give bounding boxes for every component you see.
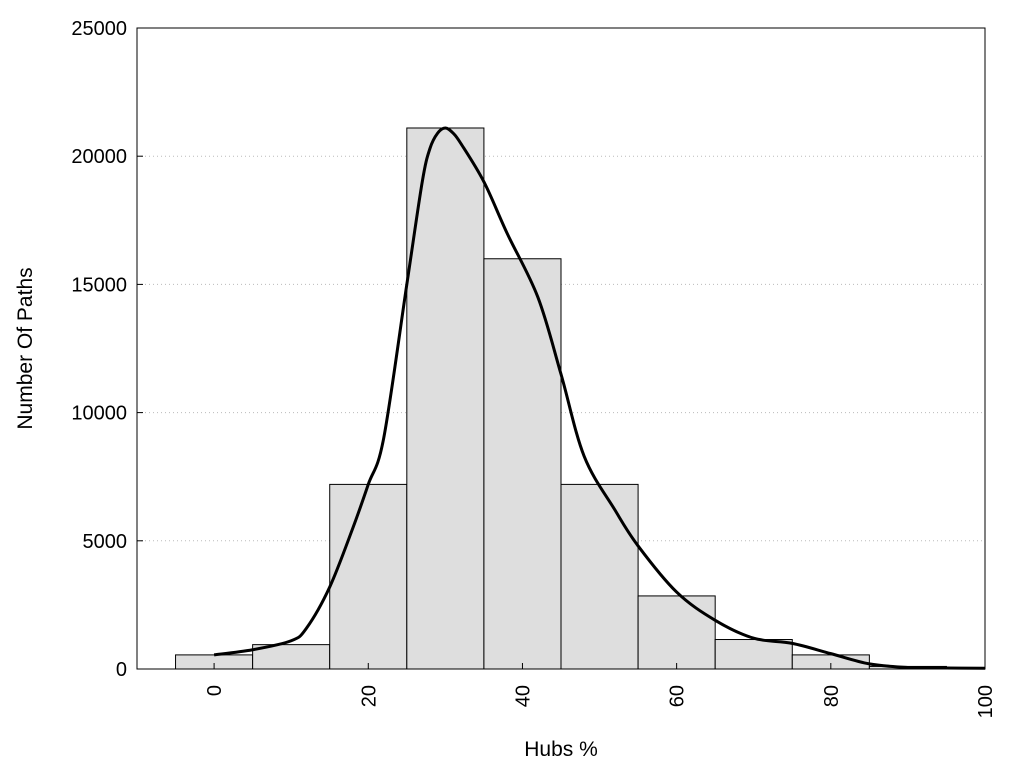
x-tick-label: 80 bbox=[821, 685, 843, 707]
x-tick-label: 20 bbox=[358, 685, 380, 707]
histogram-bar bbox=[483, 258, 562, 670]
histogram-bar bbox=[560, 483, 639, 670]
y-tick-label: 25000 bbox=[71, 18, 127, 40]
density-curve bbox=[213, 126, 986, 670]
x-axis-ticks: 0 20 40 60 80 100 bbox=[204, 663, 997, 718]
histogram-bars bbox=[175, 127, 947, 670]
y-tick-label: 15000 bbox=[71, 274, 127, 296]
histogram-bar bbox=[329, 483, 408, 670]
y-tick-label: 5000 bbox=[83, 531, 128, 553]
y-tick-label: 10000 bbox=[71, 403, 127, 425]
y-axis-label: Number Of Paths bbox=[14, 267, 37, 429]
x-tick-label: 60 bbox=[667, 685, 689, 707]
x-axis-label: Hubs % bbox=[524, 738, 598, 761]
histogram-bar bbox=[637, 595, 716, 670]
x-tick-label: 0 bbox=[204, 685, 226, 696]
y-tick-label: 0 bbox=[116, 659, 127, 681]
density-curve-layer bbox=[213, 126, 986, 670]
x-tick-label: 100 bbox=[975, 685, 997, 718]
y-axis-ticks: 0 5000 10000 15000 20000 25000 bbox=[71, 18, 143, 681]
y-tick-label: 20000 bbox=[71, 146, 127, 168]
x-tick-label: 40 bbox=[512, 685, 534, 707]
histogram-bar bbox=[714, 639, 793, 670]
plot-frame bbox=[136, 27, 986, 670]
